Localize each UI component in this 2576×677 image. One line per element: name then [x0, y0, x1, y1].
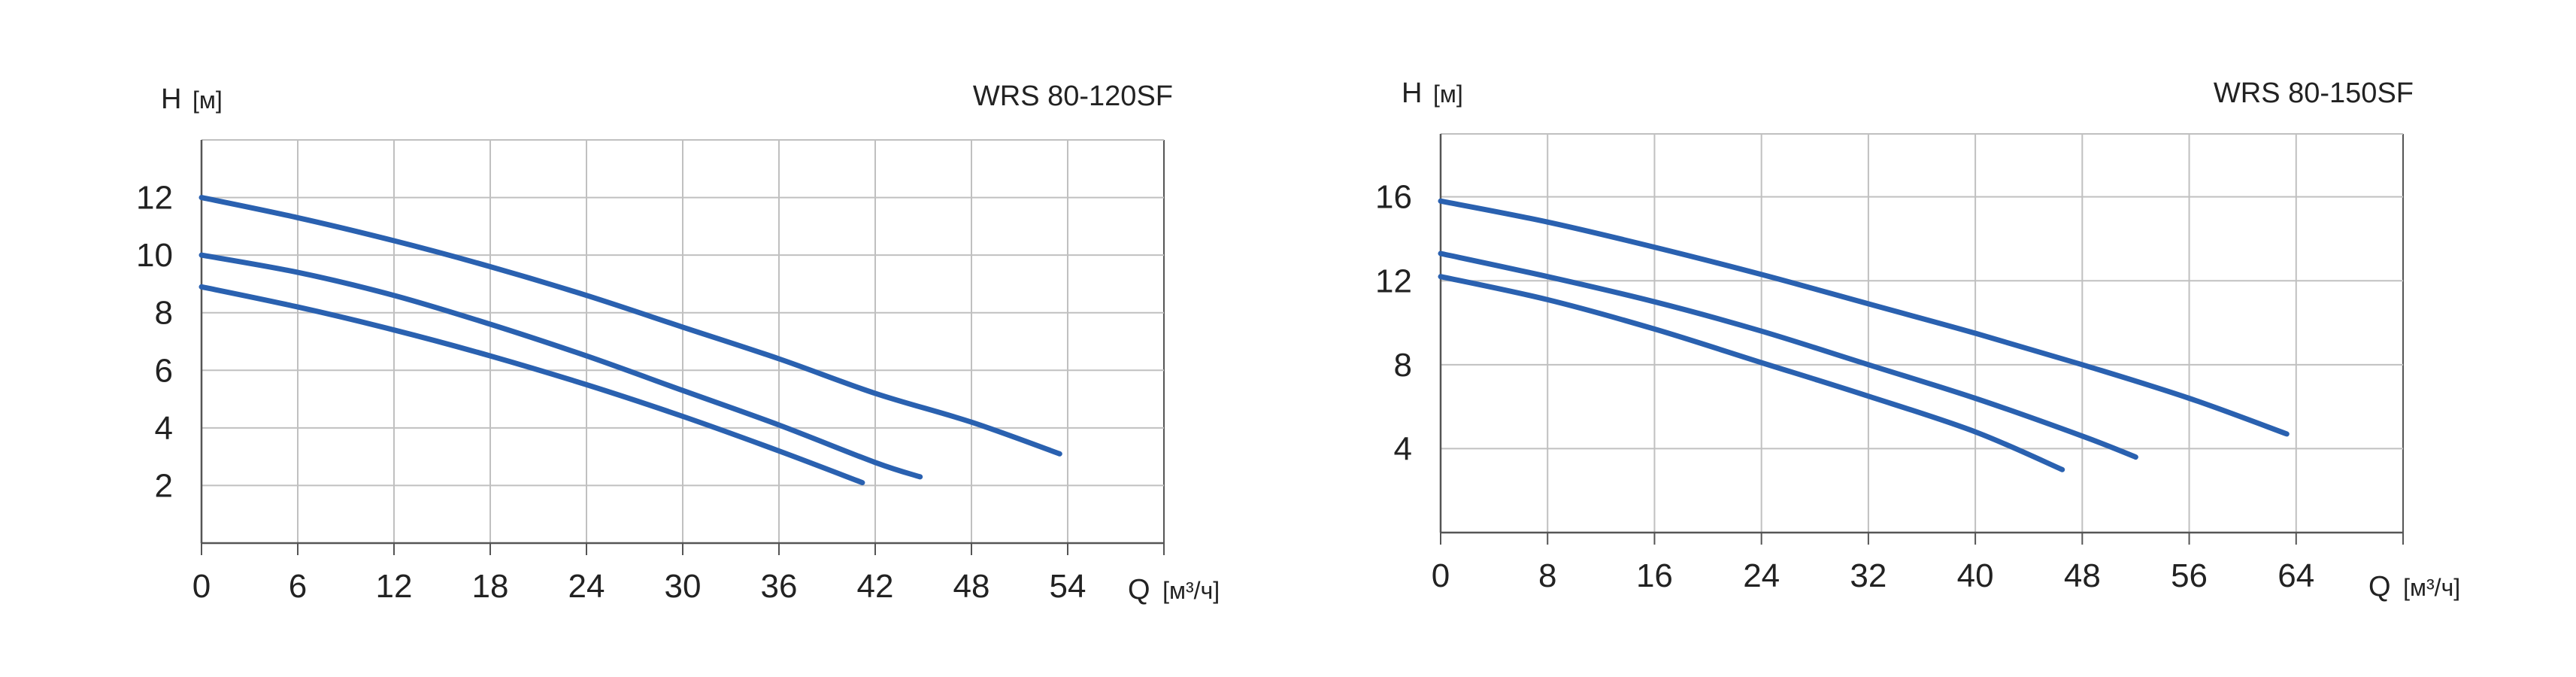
y-tick-label-8: 8: [155, 295, 173, 332]
curves: [199, 195, 1062, 486]
x-tick-label-36: 36: [761, 568, 798, 605]
y-tick-label-2: 2: [155, 467, 173, 504]
x-tick-label-42: 42: [857, 568, 894, 605]
y-axis-unit: [м]: [1433, 80, 1463, 108]
y-axis-symbol: H: [1402, 77, 1422, 109]
x-axis-unit: [м³/ч]: [2403, 574, 2460, 601]
x-tick-label-56: 56: [2171, 557, 2208, 594]
x-axis-symbol: Q: [2368, 571, 2391, 603]
x-tick-label-32: 32: [1850, 557, 1887, 594]
x-axis-title: Q [м³/ч]: [2368, 571, 2460, 603]
x-tick-label-48: 48: [953, 568, 990, 605]
x-axis-title: Q [м³/ч]: [1128, 574, 1220, 606]
y-tick-label-12: 12: [1375, 263, 1412, 299]
grid: [200, 139, 1165, 555]
y-tick-label-16: 16: [1375, 179, 1412, 216]
x-axis-unit: [м³/ч]: [1162, 577, 1220, 604]
x-tick-label-48: 48: [2064, 557, 2101, 594]
x-tick-label-24: 24: [568, 568, 605, 605]
curve-series-2: [1438, 250, 2138, 460]
y-tick-label-10: 10: [136, 237, 173, 274]
x-tick-label-0: 0: [192, 568, 211, 605]
y-tick-label-4: 4: [1394, 430, 1412, 467]
chart-title: WRS 80-150SF: [2214, 77, 2414, 109]
y-tick-label-6: 6: [155, 352, 173, 389]
x-tick-label-0: 0: [1432, 557, 1450, 594]
x-tick-label-12: 12: [376, 568, 413, 605]
y-tick-label-12: 12: [136, 180, 173, 217]
grid: [1439, 133, 2404, 545]
y-axis-symbol: H: [161, 83, 181, 115]
curve-series-2: [199, 252, 923, 480]
chart-title: WRS 80-120SF: [973, 80, 1173, 112]
x-tick-label-30: 30: [665, 568, 702, 605]
x-axis-symbol: Q: [1128, 574, 1150, 606]
x-tick-label-24: 24: [1743, 557, 1780, 594]
curve-series-1: [199, 195, 1062, 457]
x-tick-label-8: 8: [1538, 557, 1556, 594]
y-axis-title: H [м]: [161, 83, 223, 115]
curve-series-3: [199, 284, 865, 486]
x-tick-label-54: 54: [1050, 568, 1086, 605]
curves: [1438, 198, 2290, 472]
y-axis-title: H [м]: [1402, 77, 1463, 109]
curve-series-1: [1438, 198, 2290, 437]
curve-series-3: [1438, 274, 2065, 472]
y-axis-unit: [м]: [192, 87, 223, 114]
x-tick-label-18: 18: [472, 568, 509, 605]
x-tick-label-64: 64: [2277, 557, 2314, 594]
y-tick-label-4: 4: [155, 410, 173, 447]
y-tick-label-8: 8: [1394, 347, 1412, 384]
x-tick-label-6: 6: [289, 568, 307, 605]
x-tick-label-16: 16: [1636, 557, 1673, 594]
x-tick-label-40: 40: [1957, 557, 1994, 594]
